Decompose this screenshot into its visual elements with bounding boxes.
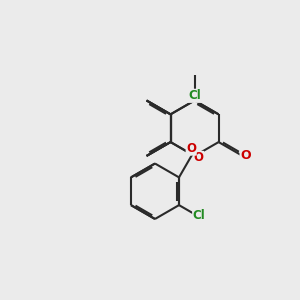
Text: O: O: [240, 149, 251, 162]
Text: Cl: Cl: [193, 208, 206, 221]
Text: O: O: [186, 142, 196, 155]
Text: O: O: [194, 152, 203, 164]
Text: Cl: Cl: [188, 89, 201, 102]
